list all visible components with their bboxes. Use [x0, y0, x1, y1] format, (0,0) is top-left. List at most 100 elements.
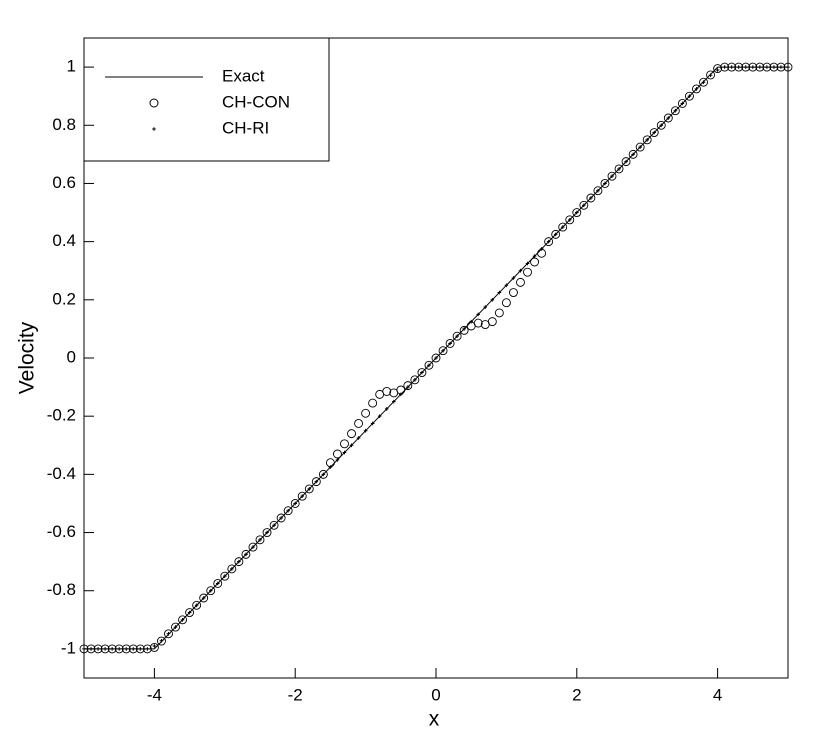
- ch-ri-point: [237, 559, 241, 564]
- ch-con-point: [706, 70, 716, 80]
- ch-ri-point: [441, 348, 445, 353]
- ch-con-point: [340, 439, 349, 449]
- ch-con-point: [473, 318, 483, 328]
- ch-con-point: [156, 636, 166, 646]
- ch-ri-point: [455, 334, 459, 338]
- ch-con-point: [586, 193, 596, 203]
- ch-con-point: [748, 62, 758, 72]
- ch-ri-point: [631, 152, 635, 157]
- ch-con-point: [508, 288, 518, 297]
- ch-ri-point: [511, 276, 516, 280]
- x-tick-label: 4: [713, 685, 722, 704]
- ch-ri-point: [244, 552, 248, 557]
- ch-con-point: [100, 644, 110, 654]
- ch-ri-point: [567, 218, 572, 222]
- ch-con-point: [347, 429, 356, 439]
- ch-ri-point: [265, 530, 269, 535]
- legend-swatch: [149, 98, 159, 108]
- ch-ri-point: [420, 370, 424, 375]
- ch-ri-point: [659, 123, 664, 128]
- ch-con-point: [663, 113, 673, 123]
- y-tick-label: 1: [67, 57, 76, 76]
- ch-con-point: [572, 208, 582, 217]
- x-tick-label: 0: [431, 685, 440, 704]
- ch-con-point: [318, 469, 328, 479]
- ch-con-point: [297, 491, 307, 501]
- ch-ri-point: [715, 68, 720, 72]
- ch-con-point: [368, 398, 378, 408]
- ch-ri-point: [321, 472, 326, 477]
- x-tick-label: -4: [147, 685, 162, 704]
- ch-ri-point: [525, 261, 530, 266]
- ch-con-point: [164, 629, 173, 639]
- ch-con-point: [523, 267, 532, 277]
- ch-con-point: [269, 520, 279, 530]
- ch-ri-point: [504, 283, 509, 288]
- ch-ri-point: [208, 588, 213, 593]
- ch-ri-point: [96, 647, 100, 651]
- y-tick-label: -1: [61, 638, 76, 657]
- ch-con-point: [220, 571, 230, 581]
- ch-ri-point: [117, 647, 121, 651]
- ch-ri-point: [652, 130, 657, 135]
- y-tick-label: -0.4: [47, 464, 76, 483]
- ch-ri-point: [582, 203, 586, 208]
- ch-ri-point: [230, 567, 234, 571]
- ch-con-point: [445, 339, 455, 348]
- ch-ri-point: [751, 65, 755, 69]
- ch-ri-point: [483, 305, 488, 309]
- ch-ri-point: [772, 65, 776, 69]
- ch-con-point: [142, 644, 152, 654]
- ch-ri-point: [363, 428, 368, 433]
- y-tick-label: 0: [67, 347, 76, 366]
- ch-con-point: [516, 277, 525, 287]
- ch-con-point: [741, 62, 751, 72]
- ch-con-point: [487, 317, 497, 327]
- ch-con-point: [762, 62, 772, 72]
- ch-con-point: [452, 331, 462, 341]
- ch-con-point: [93, 644, 103, 654]
- ch-ri-point: [103, 647, 107, 651]
- ch-ri-point: [680, 101, 685, 106]
- ch-ri-point: [110, 647, 114, 651]
- ch-ri-point: [399, 392, 403, 397]
- ch-ri-point: [272, 523, 276, 528]
- ch-con-point: [128, 644, 138, 654]
- ch-ri-point: [765, 65, 769, 69]
- ch-ri-point: [370, 421, 375, 426]
- ch-ri-point: [82, 647, 86, 651]
- ch-con-point: [290, 499, 300, 508]
- ch-ri-point: [469, 319, 473, 324]
- ch-ri-point: [187, 610, 192, 615]
- ch-ri-point: [391, 399, 396, 404]
- ch-ri-point: [638, 145, 642, 149]
- ch-con-point: [213, 579, 223, 588]
- ch-con-point: [410, 375, 420, 385]
- ch-con-point: [593, 186, 603, 196]
- y-tick-label: 0.4: [52, 231, 76, 250]
- ch-ri-point: [279, 516, 283, 520]
- ch-ri-point: [673, 108, 678, 113]
- ch-ri-point: [575, 210, 579, 215]
- ch-ri-point: [342, 450, 347, 455]
- ch-ri-point: [406, 385, 410, 389]
- ch-con-point: [79, 644, 89, 654]
- ch-ri-point: [694, 87, 699, 91]
- ch-con-point: [494, 308, 504, 318]
- ch-ri-point: [223, 574, 227, 578]
- ch-con-point: [459, 325, 469, 335]
- ch-ri-point: [131, 647, 136, 651]
- ch-con-point: [628, 149, 638, 159]
- ch-ri-point: [687, 94, 692, 98]
- x-axis-label: x: [429, 708, 440, 731]
- ch-ri-point: [497, 290, 502, 295]
- ch-ri-point: [215, 581, 220, 586]
- ch-con-point: [734, 62, 744, 72]
- ch-con-point: [255, 535, 265, 545]
- ch-con-point: [670, 106, 680, 116]
- ch-ri-point: [701, 80, 706, 85]
- ch-con-point: [241, 549, 251, 559]
- ch-ri-point: [476, 312, 481, 317]
- ch-ri-point: [786, 65, 790, 69]
